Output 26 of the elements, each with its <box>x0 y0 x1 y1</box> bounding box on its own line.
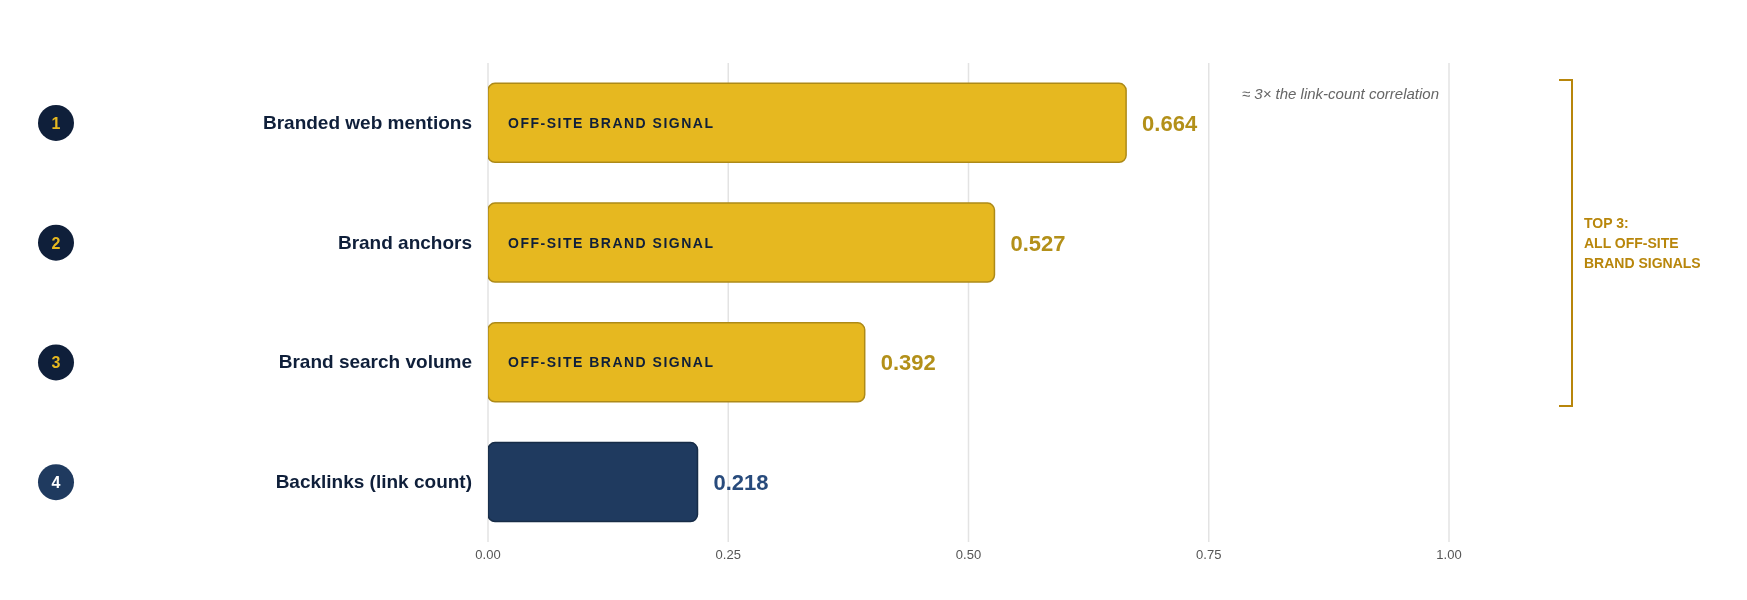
x-tick-label: 0.00 <box>475 547 501 563</box>
x-tick-label: 0.50 <box>955 547 982 563</box>
data-label: 0.664 <box>1142 110 1198 136</box>
bar <box>488 82 1127 164</box>
rank-badge: 4 <box>38 464 74 501</box>
annotation: OFF-SITE BRAND SIGNAL <box>508 114 715 131</box>
y-tick-label: Brand anchors <box>337 231 472 253</box>
bar <box>488 441 699 523</box>
y-tick-label: Brand search volume <box>278 351 472 373</box>
data-label: 0.392 <box>880 350 936 376</box>
y-tick-label: Backlinks (link count) <box>275 471 472 493</box>
x-tick-label: 0.75 <box>1196 547 1222 563</box>
annotation: OFF-SITE BRAND SIGNAL <box>508 234 715 251</box>
y-tick-label: Branded web mentions <box>262 111 472 133</box>
x-tick-label: 0.25 <box>715 547 741 563</box>
rank-badge: 3 <box>38 344 74 381</box>
data-label: 0.218 <box>713 470 769 496</box>
data-label: 0.527 <box>1010 230 1066 256</box>
annotation: ≈ 3× the link-count correlation <box>1241 85 1439 102</box>
rank-badge: 1 <box>38 104 74 141</box>
x-tick-label: 1.00 <box>1436 547 1462 563</box>
rank-badge: 2 <box>38 224 74 261</box>
text: TOP 3: ALL OFF-SITE BRAND SIGNALS <box>1584 213 1701 273</box>
bar <box>488 322 866 403</box>
annotation: OFF-SITE BRAND SIGNAL <box>508 354 715 371</box>
bar <box>488 202 996 283</box>
